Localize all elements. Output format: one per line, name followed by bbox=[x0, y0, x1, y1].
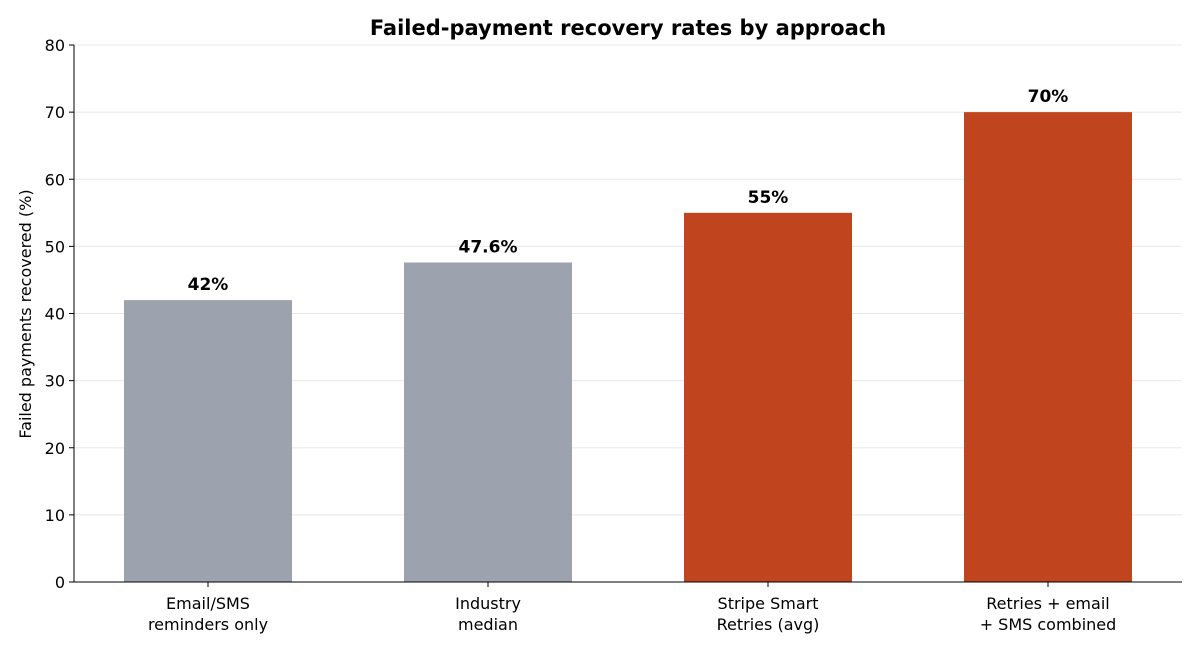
chart-title: Failed-payment recovery rates by approac… bbox=[370, 16, 886, 40]
y-tick-label: 0 bbox=[55, 573, 65, 592]
y-tick-label: 30 bbox=[45, 372, 65, 391]
x-tick-label: Stripe Smart Retries (avg) bbox=[717, 594, 820, 634]
y-tick-label: 60 bbox=[45, 170, 65, 189]
x-tick-label: Retries + email + SMS combined bbox=[980, 594, 1117, 634]
y-tick-label: 80 bbox=[45, 36, 65, 55]
value-label: 55% bbox=[748, 188, 789, 208]
value-label: 42% bbox=[188, 275, 229, 295]
bar bbox=[124, 300, 292, 582]
x-tick-label: Industry median bbox=[455, 594, 521, 634]
y-tick-label: 70 bbox=[45, 103, 65, 122]
value-label: 70% bbox=[1028, 87, 1069, 107]
bar bbox=[404, 262, 572, 582]
y-tick-label: 50 bbox=[45, 237, 65, 256]
y-axis-label: Failed payments recovered (%) bbox=[16, 189, 35, 438]
bar bbox=[684, 212, 852, 582]
bar bbox=[964, 112, 1132, 582]
value-label: 47.6% bbox=[459, 237, 518, 257]
y-tick-label: 20 bbox=[45, 439, 65, 458]
y-tick-label: 40 bbox=[45, 305, 65, 324]
y-tick-label: 10 bbox=[45, 506, 65, 525]
x-tick-label: Email/SMS reminders only bbox=[148, 594, 268, 634]
